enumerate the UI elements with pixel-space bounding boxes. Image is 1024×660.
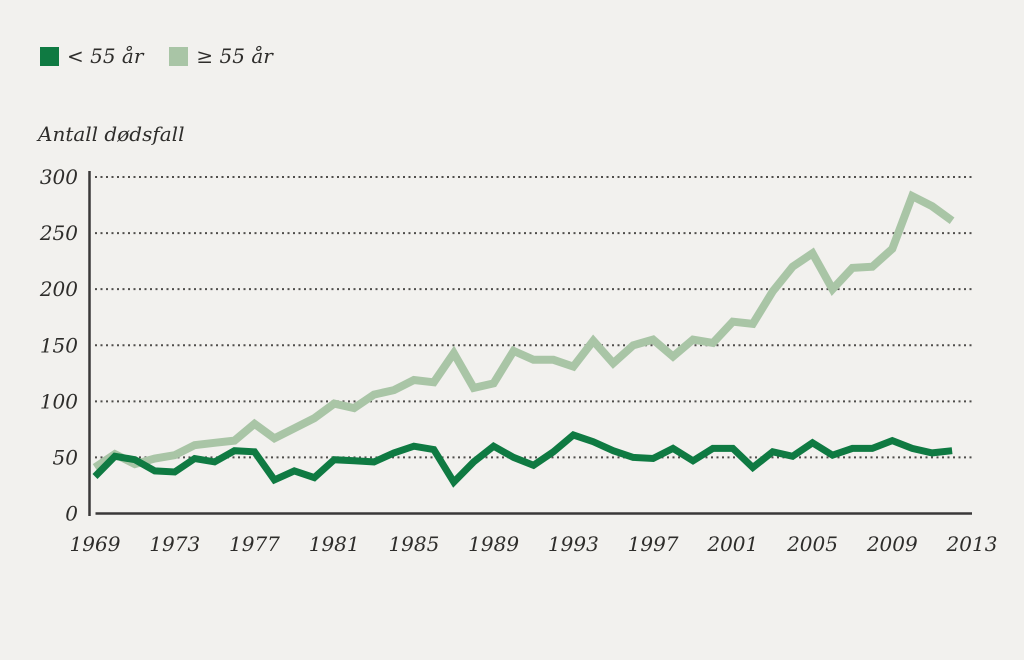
x-tick-label: 2001 — [706, 532, 758, 556]
legend-swatch-under-55 — [40, 46, 59, 66]
y-tick-label: 250 — [39, 221, 78, 245]
x-tick-label: 1981 — [309, 532, 360, 556]
legend-item-under-55: < 55 år — [40, 44, 143, 68]
legend: < 55 år ≥ 55 år — [40, 44, 273, 68]
legend-item-over-55: ≥ 55 år — [169, 44, 273, 68]
legend-swatch-over-55 — [169, 46, 189, 66]
x-tick-label: 1993 — [548, 532, 599, 556]
y-tick-label: 0 — [65, 502, 78, 526]
x-tick-label: 2013 — [946, 532, 998, 556]
legend-label-under-55: < 55 år — [67, 44, 144, 68]
y-tick-label: 150 — [40, 333, 78, 357]
legend-label-over-55: ≥ 55 år — [196, 44, 273, 68]
x-tick-label: 1973 — [149, 532, 200, 556]
series-line-under-55 — [92, 431, 953, 488]
series-line-over-55 — [92, 190, 955, 471]
y-tick-label: 100 — [40, 389, 78, 413]
y-tick-label: 200 — [39, 277, 78, 301]
x-tick-label: 1969 — [70, 532, 121, 556]
x-tick-label: 1997 — [628, 532, 679, 556]
y-axis-title: Antall dødsfall — [38, 122, 185, 146]
x-tick-label: 1989 — [468, 532, 519, 556]
x-tick-label: 1977 — [229, 532, 280, 556]
y-tick-label: 300 — [40, 165, 78, 189]
y-tick-label: 50 — [53, 445, 79, 469]
x-tick-label: 2005 — [786, 532, 838, 556]
x-tick-label: 1985 — [388, 532, 439, 556]
x-tick-label: 2009 — [866, 532, 918, 556]
